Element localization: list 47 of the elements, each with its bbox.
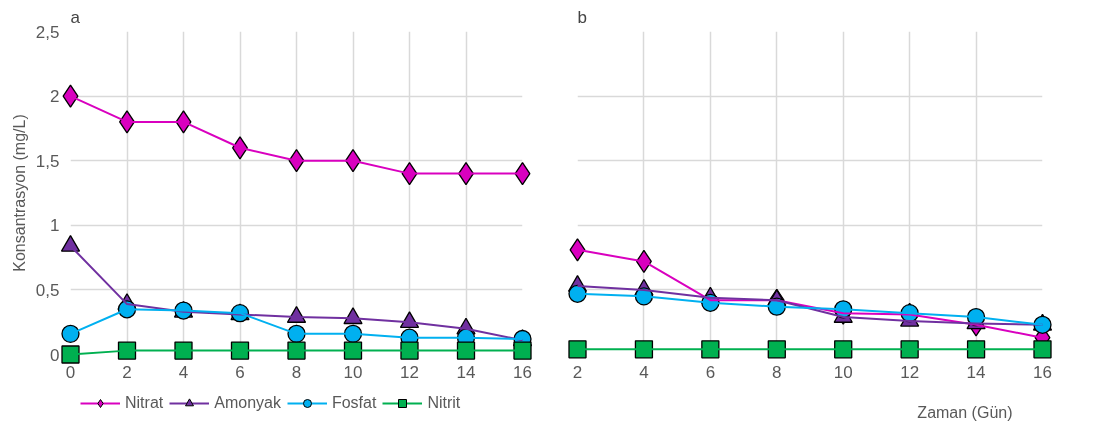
- point: [900, 340, 919, 359]
- x-tick-label: 16: [513, 362, 532, 382]
- chart-title: b: [577, 7, 587, 27]
- point: [513, 341, 532, 360]
- point: [61, 345, 80, 364]
- point: [568, 340, 587, 359]
- legend-label: Amonyak: [214, 393, 281, 412]
- x-tick-label: 4: [639, 362, 649, 382]
- x-tick-label: 10: [343, 362, 363, 382]
- point: [1033, 340, 1052, 359]
- x-tick-label: 10: [833, 362, 853, 382]
- legend-label: Fosfat: [331, 393, 377, 412]
- y-tick-label: 0: [50, 345, 60, 365]
- point: [61, 324, 80, 343]
- x-tick-label: 0: [65, 362, 76, 382]
- point: [62, 84, 79, 108]
- point: [456, 341, 476, 360]
- y-tick-label: 1,5: [35, 151, 60, 171]
- point: [701, 340, 720, 359]
- x-tick-label: 2: [572, 362, 583, 382]
- x-tick-label: 14: [966, 362, 986, 382]
- point: [117, 341, 137, 360]
- y-tick-label: 2,5: [35, 22, 60, 42]
- x-tick-label: 12: [900, 362, 920, 382]
- y-tick-label: 1: [50, 216, 60, 236]
- point: [400, 341, 419, 360]
- x-tick-label: 16: [1033, 362, 1052, 382]
- legend-label: Nitrit: [427, 393, 461, 412]
- x-tick-label: 6: [235, 362, 245, 382]
- x-tick-label: 12: [400, 362, 419, 382]
- point: [230, 341, 250, 360]
- point: [174, 341, 193, 360]
- point: [287, 341, 306, 360]
- x-tick-label: 2: [122, 362, 132, 382]
- y-tick-label: 2: [50, 87, 60, 107]
- chart-title: a: [70, 7, 81, 27]
- y-axis-title: Konsantrasyon (mg/L): [10, 114, 28, 272]
- x-tick-label: 14: [456, 362, 476, 382]
- x-axis-title: Zaman (Gün): [917, 403, 1013, 421]
- x-tick-label: 6: [705, 362, 716, 382]
- x-tick-label: 4: [178, 362, 189, 382]
- legend-label: Nitrat: [125, 393, 164, 412]
- y-tick-label: 0,5: [35, 280, 60, 300]
- point: [569, 238, 586, 262]
- x-tick-label: 8: [291, 362, 302, 382]
- x-tick-label: 8: [772, 362, 782, 382]
- point: [343, 341, 363, 360]
